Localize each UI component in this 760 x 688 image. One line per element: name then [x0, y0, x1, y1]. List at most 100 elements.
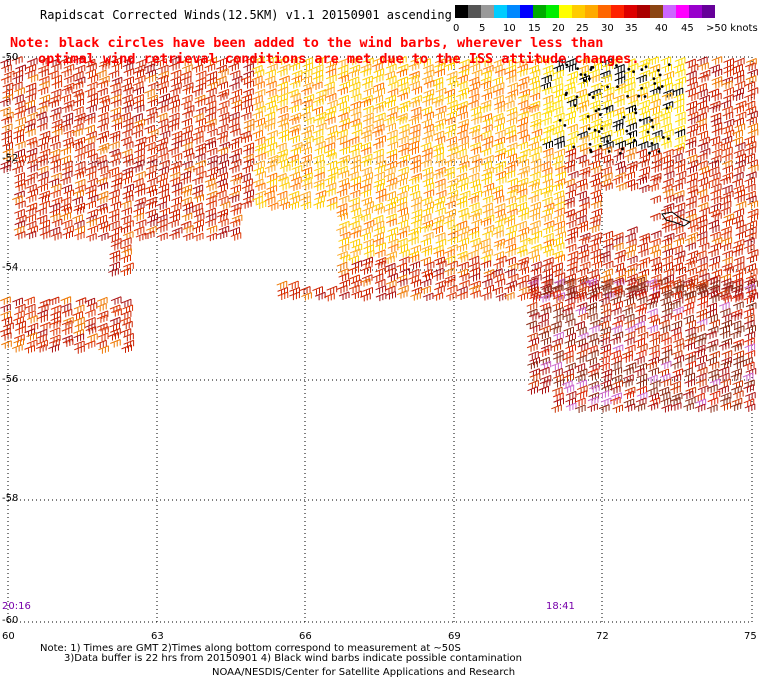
wind-barb	[302, 62, 314, 71]
wind-barb	[339, 254, 351, 263]
wind-barb	[216, 135, 228, 144]
wind-barb	[564, 338, 576, 348]
wind-barb	[673, 284, 684, 293]
wind-barb	[529, 100, 541, 110]
wind-barb	[14, 303, 26, 313]
wind-barb	[493, 230, 504, 239]
wind-barb	[639, 236, 651, 245]
wind-barb	[410, 279, 422, 288]
wind-barb	[264, 164, 276, 173]
wind-barb	[180, 76, 192, 85]
wind-barb	[718, 342, 730, 351]
wind-barb	[707, 248, 719, 258]
wind-barb	[168, 56, 180, 66]
wind-barb	[576, 182, 588, 192]
wind-barb	[609, 336, 621, 345]
wind-barb	[458, 272, 470, 282]
wind-barb	[290, 146, 301, 156]
wind-barb	[577, 243, 589, 253]
wind-barb	[456, 164, 468, 174]
wind-barb	[627, 99, 639, 109]
wind-barb	[192, 184, 204, 193]
wind-barb	[351, 213, 363, 223]
wind-barb	[711, 148, 723, 157]
wind-barb	[530, 201, 541, 211]
wind-barb	[457, 268, 468, 278]
wind-barb	[623, 152, 635, 162]
wind-barb	[600, 284, 612, 294]
wind-barb	[639, 99, 650, 109]
wind-barb	[707, 276, 718, 285]
wind-barb	[300, 141, 311, 151]
wind-barb	[266, 178, 278, 187]
wind-barb	[313, 159, 325, 169]
wind-barb	[313, 200, 324, 210]
wind-barb	[171, 188, 183, 197]
wind-barb	[674, 177, 686, 186]
wind-barb	[639, 166, 651, 175]
wind-barb	[86, 81, 98, 90]
wind-barb	[480, 218, 492, 227]
legend-swatch	[559, 5, 572, 18]
wind-barb	[661, 237, 673, 246]
wind-barb	[590, 82, 602, 92]
contamination-dot	[657, 68, 660, 72]
wind-barb	[229, 94, 240, 104]
wind-barb	[552, 262, 563, 271]
wind-barb	[624, 178, 635, 188]
wind-barb	[254, 105, 266, 115]
contamination-dot	[594, 109, 598, 113]
wind-barb	[397, 284, 409, 294]
wind-barb	[372, 237, 384, 246]
wind-barb	[109, 261, 120, 270]
wind-barb	[275, 172, 287, 182]
wind-barb	[264, 111, 276, 120]
wind-barb	[699, 69, 711, 79]
wind-barb	[267, 202, 279, 211]
wind-barb	[206, 190, 218, 200]
wind-barb	[721, 135, 733, 145]
wind-barb	[386, 218, 397, 227]
wind-barb	[39, 130, 51, 140]
wind-barb	[623, 374, 634, 383]
wind-barb	[443, 219, 455, 228]
wind-barb	[578, 196, 590, 206]
wind-barb	[362, 286, 373, 296]
wind-barb	[434, 256, 445, 265]
wind-barb	[661, 76, 672, 86]
wind-barb	[733, 148, 745, 158]
wind-barb	[433, 200, 444, 210]
wind-barb	[745, 324, 756, 334]
wind-barb	[553, 112, 565, 121]
wind-barb	[181, 212, 193, 222]
wind-barb	[708, 373, 720, 383]
wind-barb	[399, 268, 411, 277]
contamination-dot	[660, 85, 664, 88]
wind-barb	[24, 118, 36, 127]
wind-barb	[530, 273, 542, 283]
wind-barb	[711, 212, 722, 221]
wind-barb	[481, 69, 492, 79]
wind-barb	[192, 190, 203, 199]
wind-barb	[530, 261, 542, 270]
wind-barb	[671, 350, 683, 359]
wind-barb	[598, 404, 610, 413]
legend-swatch	[507, 5, 520, 18]
wind-barb	[433, 130, 445, 139]
wind-barb	[541, 167, 553, 176]
wind-barb	[242, 195, 254, 204]
wind-barb	[264, 75, 276, 85]
wind-barb	[171, 196, 182, 205]
wind-barb	[181, 196, 192, 206]
wind-barb	[649, 135, 661, 144]
wind-barb	[730, 402, 742, 411]
wind-barb	[348, 148, 360, 157]
wind-barb	[384, 99, 396, 108]
wind-barb	[526, 343, 538, 352]
wind-barb	[685, 195, 697, 204]
wind-barb	[398, 256, 410, 265]
wind-barb	[122, 86, 134, 96]
wind-barb	[468, 154, 480, 163]
legend-swatch	[468, 5, 481, 18]
wind-barb	[670, 373, 682, 383]
